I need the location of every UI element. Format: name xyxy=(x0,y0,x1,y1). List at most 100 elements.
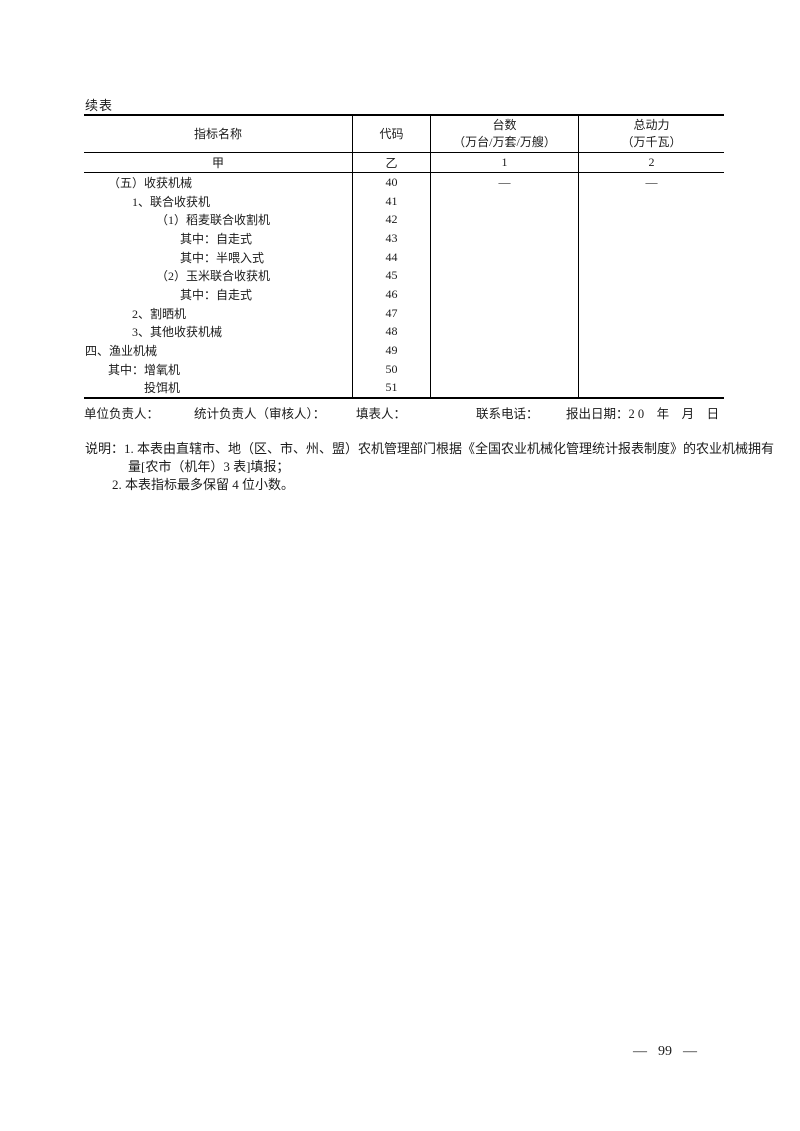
power-cell xyxy=(578,303,724,323)
indicator-name: 其中：自走式 xyxy=(180,287,253,302)
code-cell: 51 xyxy=(352,378,430,398)
table-row: 四、渔业机械 49 xyxy=(84,341,724,360)
subheader-1: 1 xyxy=(430,153,578,172)
power-cell xyxy=(578,210,724,230)
phone-label: 联系电话： xyxy=(476,407,539,421)
table-row: 其中：半喂入式 44 xyxy=(84,247,724,267)
notes-block: 说明：1. 本表由直辖市、地（区、市、州、盟）农机管理部门根据《全国农业机械化管… xyxy=(0,440,775,494)
preparer-label: 填表人： xyxy=(356,407,407,421)
col-header-power: 总动力 （万千瓦） xyxy=(578,116,724,152)
indicator-name: 2、割晒机 xyxy=(132,306,187,321)
indicator-name-cell: （五）收获机械 xyxy=(84,173,352,192)
power-cell xyxy=(578,191,724,211)
indicator-name: 投饵机 xyxy=(144,381,181,396)
units-cell xyxy=(430,303,578,323)
indicator-name-cell: 3、其他收获机械 xyxy=(84,323,352,342)
power-cell xyxy=(578,285,724,304)
table-row: 2、割晒机 47 xyxy=(84,303,724,323)
indicator-name-cell: （2）玉米联合收获机 xyxy=(84,266,352,285)
subheader-yi: 乙 xyxy=(352,153,430,172)
col-header-units-measure: （万台/万套/万艘） xyxy=(453,135,556,149)
indicator-name: （五）收获机械 xyxy=(108,175,193,190)
table-subheader-row: 甲 乙 1 2 xyxy=(84,153,724,173)
indicator-name-cell: 四、渔业机械 xyxy=(84,341,352,360)
indicator-name-cell: 其中：自走式 xyxy=(84,229,352,248)
page-number: — 99 — xyxy=(633,1044,697,1060)
indicator-name: （1）稻麦联合收割机 xyxy=(156,213,271,228)
units-cell xyxy=(430,341,578,360)
code-cell: 41 xyxy=(352,191,430,211)
units-cell xyxy=(430,378,578,398)
indicator-name-cell: （1）稻麦联合收割机 xyxy=(84,210,352,229)
indicator-name: 其中：半喂入式 xyxy=(180,250,265,265)
col-header-indicator-name-label: 指标名称 xyxy=(193,126,242,141)
col-header-units-title: 台数 xyxy=(492,118,517,132)
subheader-jia: 甲 xyxy=(211,156,224,170)
units-cell xyxy=(430,266,578,286)
table-row: 其中：增氧机 50 xyxy=(84,359,724,379)
code-cell: 43 xyxy=(352,229,430,248)
code-cell: 40 xyxy=(352,173,430,192)
indicator-name: （2）玉米联合收获机 xyxy=(156,269,271,284)
units-cell xyxy=(430,191,578,211)
indicator-name: 3、其他收获机械 xyxy=(132,325,223,340)
table-row: 3、其他收获机械 48 xyxy=(84,322,724,342)
power-cell xyxy=(578,359,724,379)
col-header-power-measure: （万千瓦） xyxy=(621,135,682,149)
indicator-name-cell: 其中：半喂入式 xyxy=(84,248,352,267)
units-cell xyxy=(430,322,578,342)
indicator-name-cell: 1、联合收获机 xyxy=(84,192,352,211)
code-cell: 45 xyxy=(352,266,430,286)
report-date-label: 报出日期：2 0 年 月 日 xyxy=(566,407,720,421)
table-row: （五）收获机械 40 — — xyxy=(84,173,724,192)
code-cell: 48 xyxy=(352,322,430,342)
indicator-name: 其中：自走式 xyxy=(180,231,253,246)
indicator-name-cell: 其中：增氧机 xyxy=(84,360,352,379)
units-cell xyxy=(430,210,578,230)
power-cell xyxy=(578,266,724,286)
page-number-dash-right: — xyxy=(683,1044,697,1059)
code-cell: 49 xyxy=(352,341,430,360)
machinery-stat-table: 指标名称 代码 台数 （万台/万套/万艘） 总动力 （万千瓦） 甲 乙 1 2 … xyxy=(84,114,724,400)
table-header-row: 指标名称 代码 台数 （万台/万套/万艘） 总动力 （万千瓦） xyxy=(84,116,724,153)
power-cell xyxy=(578,322,724,342)
stats-head-label: 统计负责人（审核人）： xyxy=(194,407,326,421)
indicator-name: 其中：增氧机 xyxy=(108,362,181,377)
power-cell xyxy=(578,341,724,360)
col-header-indicator-name: 指标名称 xyxy=(84,116,352,152)
code-cell: 50 xyxy=(352,359,430,379)
page-number-dash-left: — xyxy=(633,1044,647,1059)
code-cell: 44 xyxy=(352,247,430,267)
table-row: 投饵机 51 xyxy=(84,378,724,398)
power-cell: — xyxy=(578,173,724,192)
col-header-units: 台数 （万台/万套/万艘） xyxy=(430,116,578,152)
page-number-value: 99 xyxy=(658,1044,672,1059)
note-line-1: 说明：1. 本表由直辖市、地（区、市、州、盟）农机管理部门根据《全国农业机械化管… xyxy=(85,441,775,456)
continued-table-label: 续表 xyxy=(85,98,114,113)
power-cell xyxy=(578,229,724,248)
code-cell: 46 xyxy=(352,285,430,304)
indicator-name-cell: 其中：自走式 xyxy=(84,285,352,304)
table-row: （2）玉米联合收获机 45 xyxy=(84,266,724,286)
units-cell xyxy=(430,359,578,379)
note-line-2: 量[农市（机年）3 表]填报； xyxy=(128,459,290,474)
table-row: 其中：自走式 46 xyxy=(84,285,724,304)
code-cell: 47 xyxy=(352,303,430,323)
table-row: 1、联合收获机 41 xyxy=(84,191,724,211)
table-row: 其中：自走式 43 xyxy=(84,229,724,248)
col-header-code-label: 代码 xyxy=(379,126,404,141)
signature-line: 单位负责人： 统计负责人（审核人）： 填表人： 联系电话： 报出日期：2 0 年… xyxy=(84,403,764,421)
code-cell: 42 xyxy=(352,210,430,230)
units-cell xyxy=(430,285,578,304)
col-header-power-title: 总动力 xyxy=(633,118,670,132)
units-cell xyxy=(430,229,578,248)
table-row: （1）稻麦联合收割机 42 xyxy=(84,210,724,230)
indicator-name: 1、联合收获机 xyxy=(132,194,211,209)
units-cell: — xyxy=(430,173,578,192)
units-cell xyxy=(430,247,578,267)
indicator-name-cell: 2、割晒机 xyxy=(84,304,352,323)
indicator-name: 四、渔业机械 xyxy=(85,344,158,359)
unit-head-label: 单位负责人： xyxy=(84,407,160,421)
indicator-name-cell: 投饵机 xyxy=(84,379,352,398)
subheader-2: 2 xyxy=(578,153,724,172)
